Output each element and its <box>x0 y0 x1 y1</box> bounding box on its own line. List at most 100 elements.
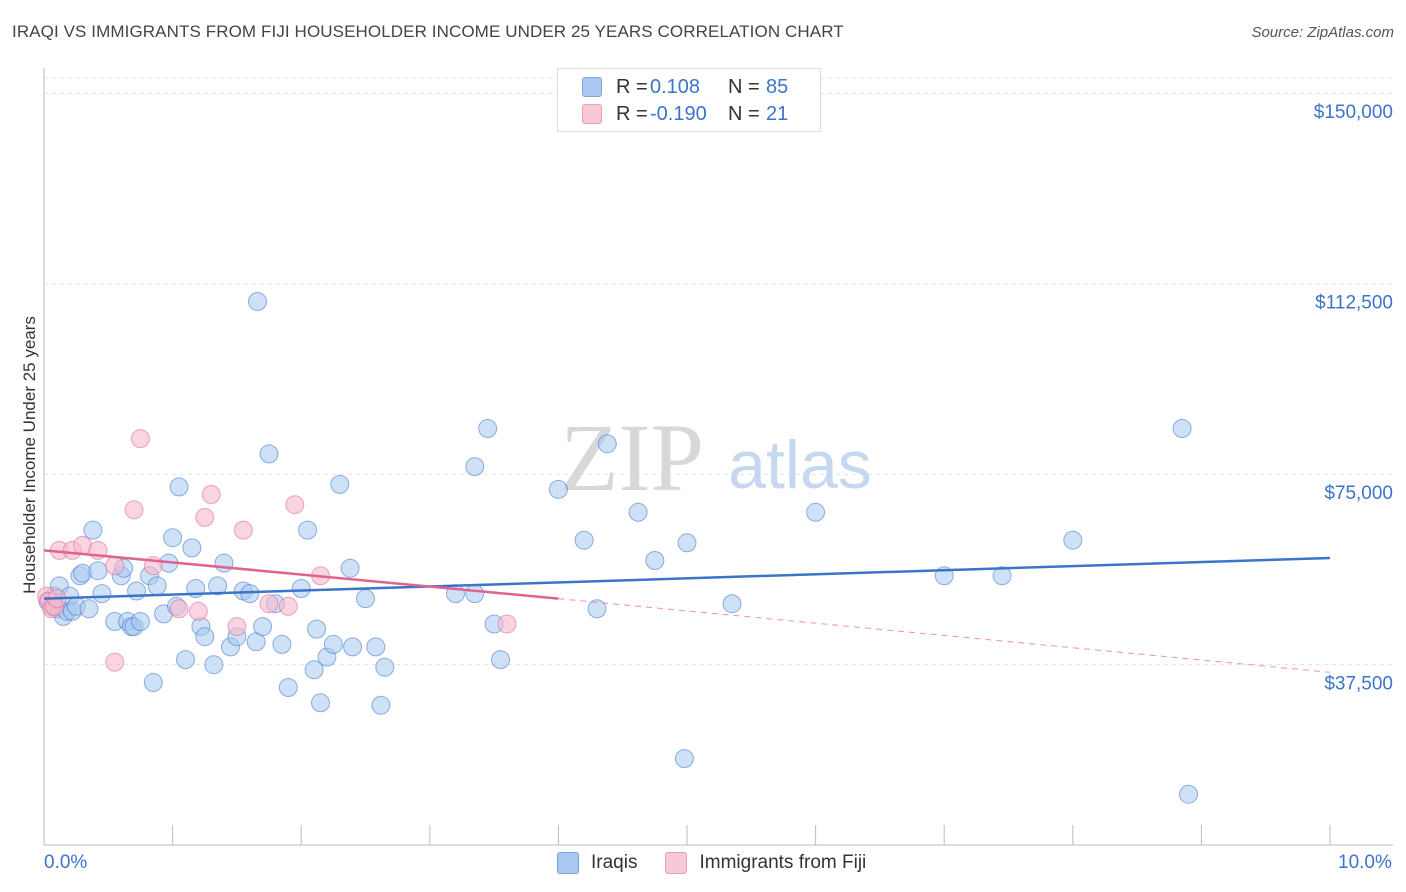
point-iraqis <box>307 619 327 639</box>
point-iraqis <box>214 553 234 573</box>
point-iraqis <box>278 678 298 697</box>
axes <box>43 68 1393 846</box>
point-iraqis <box>127 581 147 601</box>
legend-r-value: 0.108 <box>650 75 701 98</box>
point-iraqis <box>806 502 826 522</box>
point-iraqis <box>330 474 350 494</box>
point-fiji <box>233 520 253 540</box>
legend-swatch-fiji <box>582 104 602 124</box>
point-iraqis <box>356 589 375 609</box>
x-tick-label-min: 0.0% <box>44 852 88 873</box>
point-iraqis <box>143 673 163 692</box>
legend-row-iraqis: R = 0.108 N = 85 <box>582 75 788 99</box>
point-iraqis <box>240 584 260 604</box>
series-legend-iraqis: Iraqis <box>557 852 637 874</box>
point-fiji <box>188 601 208 621</box>
point-iraqis <box>208 576 228 596</box>
point-fiji <box>195 507 215 527</box>
point-iraqis <box>371 695 391 715</box>
point-iraqis <box>574 530 594 550</box>
points-fiji <box>37 429 517 672</box>
legend-n-value: 85 <box>766 75 789 98</box>
series-label-fiji: Immigrants from Fiji <box>699 852 867 873</box>
legend-r-value: -0.190 <box>650 102 707 125</box>
correlation-legend: R = 0.108 N = 85 R = -0.190 N = 21 <box>557 68 821 132</box>
legend-n-value: 21 <box>766 102 789 125</box>
point-iraqis <box>677 533 697 553</box>
point-iraqis <box>375 657 395 677</box>
point-fiji <box>227 617 247 637</box>
series-swatch-fiji <box>665 852 688 874</box>
points-iraqis <box>38 292 1198 804</box>
trend-lines <box>43 549 1331 673</box>
point-iraqis <box>366 637 386 657</box>
series-legend-fiji: Immigrants from Fiji <box>665 852 866 874</box>
trend-line-fiji-extrapolated <box>558 598 1331 673</box>
y-tick-labels: $37,500 $75,000 $112,500 $150,000 <box>1314 102 1393 694</box>
point-iraqis <box>79 599 99 619</box>
point-iraqis <box>548 479 568 499</box>
point-iraqis <box>343 637 363 657</box>
x-tick-label-max: 10.0% <box>1338 852 1392 873</box>
point-iraqis <box>992 566 1012 586</box>
legend-n-label: N = <box>728 102 760 125</box>
legend-n-label: N = <box>728 75 760 98</box>
point-iraqis <box>465 584 485 604</box>
point-iraqis <box>147 576 167 596</box>
point-fiji <box>124 500 144 520</box>
point-iraqis <box>645 551 665 570</box>
point-iraqis <box>478 419 498 438</box>
trend-line-fiji <box>43 549 559 600</box>
point-iraqis <box>259 444 279 464</box>
point-iraqis <box>323 634 343 654</box>
y-tick-label: $112,500 <box>1315 293 1393 314</box>
point-iraqis <box>674 749 694 769</box>
y-tick-label: $150,000 <box>1314 102 1393 123</box>
point-iraqis <box>304 660 324 680</box>
point-iraqis <box>587 599 607 619</box>
y-tick-label: $37,500 <box>1324 674 1393 695</box>
point-iraqis <box>163 528 183 548</box>
legend-row-fiji: R = -0.190 N = 21 <box>582 102 788 126</box>
legend-r-label: R = <box>616 75 648 98</box>
point-iraqis <box>272 634 292 654</box>
watermark: ZIP atlas <box>560 404 872 511</box>
point-iraqis <box>465 457 485 477</box>
point-iraqis <box>204 655 224 675</box>
point-iraqis <box>597 434 617 454</box>
watermark-zip: ZIP <box>560 404 704 511</box>
point-fiji <box>130 429 150 449</box>
point-iraqis <box>92 584 112 604</box>
point-iraqis <box>130 612 150 631</box>
point-iraqis <box>195 627 215 647</box>
point-iraqis <box>176 650 195 670</box>
point-iraqis <box>1063 530 1083 550</box>
point-iraqis <box>311 693 330 713</box>
point-iraqis <box>253 617 273 637</box>
point-fiji <box>285 495 305 515</box>
point-fiji <box>259 594 279 614</box>
point-iraqis <box>340 558 360 578</box>
watermark-atlas: atlas <box>728 427 872 503</box>
point-fiji <box>169 599 189 619</box>
point-iraqis <box>88 561 108 581</box>
point-iraqis <box>628 502 648 522</box>
series-label-iraqis: Iraqis <box>591 852 638 873</box>
point-iraqis <box>722 594 742 614</box>
point-fiji <box>105 652 125 672</box>
source-credit: Source: ZipAtlas.com <box>1251 24 1394 41</box>
trend-line-iraqis <box>43 556 1331 600</box>
point-fiji <box>497 614 517 634</box>
series-swatch-iraqis <box>557 852 579 874</box>
point-iraqis <box>1172 419 1192 438</box>
legend-swatch-iraqis <box>582 77 602 97</box>
point-iraqis <box>1179 784 1198 804</box>
point-fiji <box>278 596 298 616</box>
point-iraqis <box>248 292 267 311</box>
series-legend: Iraqis Immigrants from Fiji <box>557 852 894 874</box>
point-iraqis <box>182 538 202 558</box>
point-iraqis <box>491 650 510 670</box>
chart-title: IRAQI VS IMMIGRANTS FROM FIJI HOUSEHOLDE… <box>12 22 844 41</box>
point-iraqis <box>169 477 189 497</box>
